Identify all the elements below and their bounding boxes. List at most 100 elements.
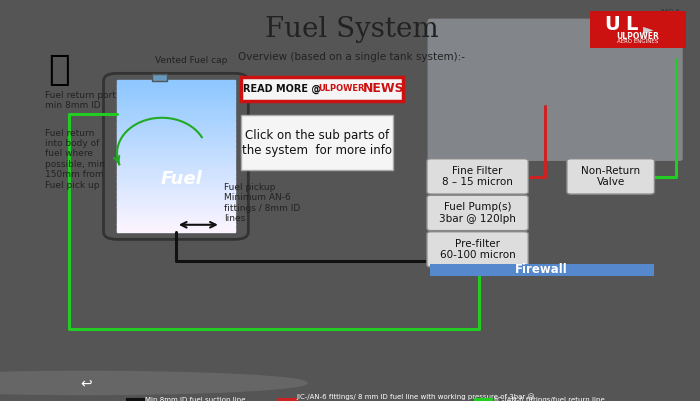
Text: L: L <box>625 14 637 34</box>
Bar <box>118 98 234 101</box>
Bar <box>118 93 234 96</box>
FancyBboxPatch shape <box>567 159 654 194</box>
Text: Fuel return
into body of
fuel where
possible, min
150mm from
Fuel pick up: Fuel return into body of fuel where poss… <box>45 129 105 190</box>
Text: JIC-/AN-6 fittings/fuel return line: JIC-/AN-6 fittings/fuel return line <box>493 397 605 401</box>
Bar <box>430 264 654 276</box>
Bar <box>241 115 393 170</box>
Bar <box>118 121 234 124</box>
Bar <box>118 222 234 225</box>
Bar <box>118 186 234 189</box>
Text: IMO.8: IMO.8 <box>661 10 680 16</box>
Bar <box>118 148 234 151</box>
Bar <box>118 113 234 116</box>
Bar <box>118 83 234 86</box>
Bar <box>118 133 234 136</box>
Text: Firewall: Firewall <box>515 263 568 276</box>
Bar <box>152 74 167 81</box>
Text: Pre-filter
60-100 micron: Pre-filter 60-100 micron <box>440 239 515 260</box>
Text: Fuel return port
min 8mm ID: Fuel return port min 8mm ID <box>45 91 116 110</box>
Bar <box>118 217 234 219</box>
Text: Fuel: Fuel <box>161 170 203 188</box>
Text: ▶▶: ▶▶ <box>52 377 71 389</box>
Bar <box>118 164 234 166</box>
Circle shape <box>0 371 307 395</box>
Bar <box>118 136 234 139</box>
Text: AERO ENGINES: AERO ENGINES <box>617 39 659 44</box>
Text: Min 8mm ID fuel suction line: Min 8mm ID fuel suction line <box>145 397 246 401</box>
Bar <box>118 108 234 111</box>
Text: Vented Fuel cap: Vented Fuel cap <box>155 56 228 65</box>
Bar <box>118 211 234 215</box>
Bar <box>118 181 234 184</box>
Text: READ MORE @: READ MORE @ <box>243 84 321 94</box>
Bar <box>118 219 234 222</box>
Bar <box>118 174 234 176</box>
Bar <box>118 166 234 169</box>
Text: Fuel System: Fuel System <box>265 16 439 43</box>
Text: U: U <box>605 14 620 34</box>
Text: S3: S3 <box>672 20 680 26</box>
Bar <box>118 80 234 83</box>
Text: ULPOWER: ULPOWER <box>318 84 365 93</box>
Bar <box>118 224 234 227</box>
Text: ↩: ↩ <box>80 376 92 390</box>
Bar <box>118 179 234 182</box>
Bar <box>118 151 234 154</box>
Bar <box>118 90 234 93</box>
Text: ►: ► <box>643 22 654 36</box>
Bar <box>118 95 234 98</box>
Text: Click on the sub parts of
the system  for more info: Click on the sub parts of the system for… <box>242 129 392 157</box>
Text: Fuel pickup
Minimum AN-6
fittings / 8mm ID
lines: Fuel pickup Minimum AN-6 fittings / 8mm … <box>224 183 300 223</box>
Text: Fuel Pump(s)
3bar @ 120lph: Fuel Pump(s) 3bar @ 120lph <box>439 202 516 224</box>
Bar <box>118 118 234 121</box>
FancyBboxPatch shape <box>427 232 528 267</box>
Bar <box>118 103 234 106</box>
Bar <box>118 128 234 131</box>
Bar <box>118 176 234 179</box>
Bar <box>118 123 234 126</box>
Bar <box>118 131 234 134</box>
Text: NEWS: NEWS <box>363 82 405 95</box>
Bar <box>118 158 234 162</box>
Text: Fine Filter
8 – 15 micron: Fine Filter 8 – 15 micron <box>442 166 513 187</box>
Bar <box>118 209 234 212</box>
FancyBboxPatch shape <box>427 195 528 231</box>
Bar <box>118 115 234 119</box>
Bar <box>118 85 234 88</box>
Text: JIC-/AN-6 fittings/ 8 mm ID fuel line with working pressure of 3bar @
120l/hr: JIC-/AN-6 fittings/ 8 mm ID fuel line wi… <box>297 393 535 401</box>
Text: ◀◀: ◀◀ <box>21 377 40 389</box>
FancyBboxPatch shape <box>427 159 528 194</box>
Bar <box>118 204 234 207</box>
Bar <box>118 168 234 172</box>
Bar <box>118 214 234 217</box>
Bar <box>118 196 234 199</box>
Bar <box>118 88 234 91</box>
Text: ULPOWER: ULPOWER <box>617 32 659 41</box>
Bar <box>118 156 234 159</box>
Bar <box>118 161 234 164</box>
Text: Overview (based on a single tank system):-: Overview (based on a single tank system)… <box>238 52 466 62</box>
Bar <box>118 184 234 186</box>
Text: 🏃: 🏃 <box>48 53 69 87</box>
Bar <box>118 191 234 194</box>
Bar <box>589 11 686 48</box>
Bar <box>118 171 234 174</box>
Bar <box>118 229 234 232</box>
FancyBboxPatch shape <box>428 18 682 161</box>
Bar <box>118 105 234 108</box>
Bar <box>118 126 234 129</box>
Bar <box>118 138 234 141</box>
Bar <box>118 101 234 103</box>
Bar <box>118 207 234 209</box>
Bar <box>118 194 234 197</box>
Bar <box>241 77 403 101</box>
Bar <box>118 144 234 146</box>
Bar <box>118 227 234 229</box>
Bar <box>118 111 234 113</box>
Bar <box>118 199 234 202</box>
Bar <box>118 154 234 156</box>
Text: Non-Return
Valve: Non-Return Valve <box>581 166 640 187</box>
Bar <box>118 201 234 205</box>
Bar <box>118 189 234 192</box>
Bar <box>118 146 234 149</box>
